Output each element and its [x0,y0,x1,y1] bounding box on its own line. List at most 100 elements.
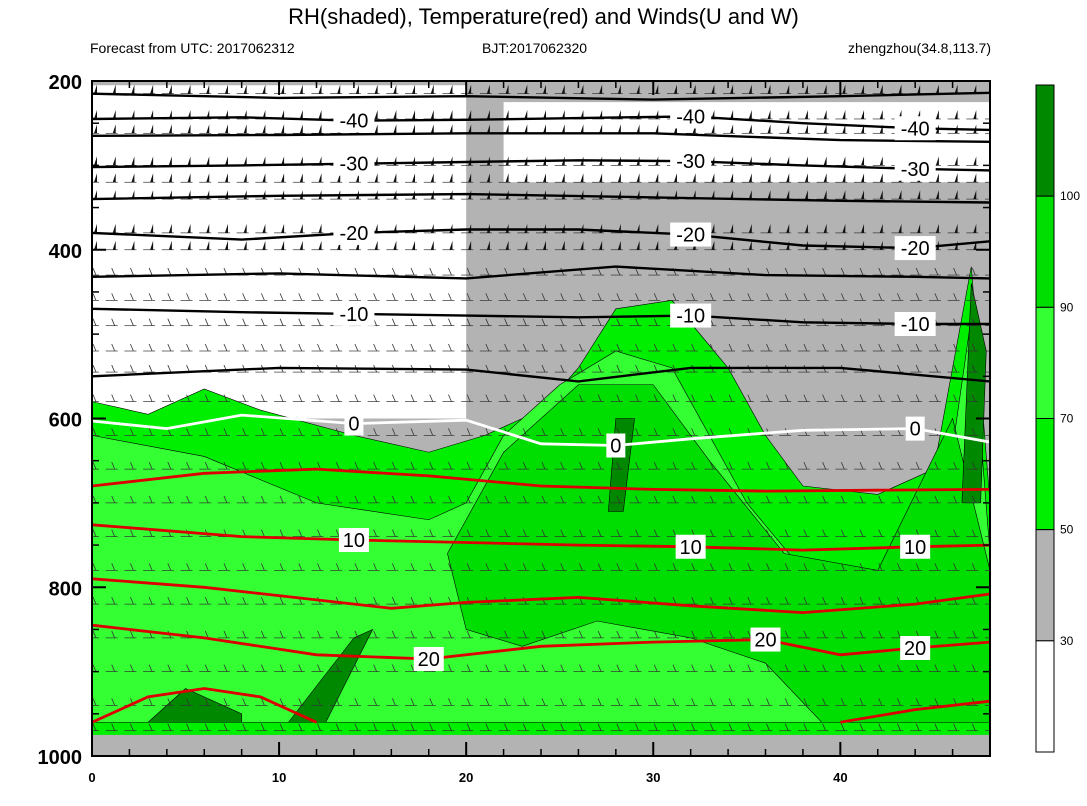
wind-tick [130,461,134,470]
wind-tick [448,394,452,402]
wind-tick [410,698,415,706]
wind-flag [337,84,341,94]
wind-flag [879,156,883,166]
wind-tick [242,495,247,504]
wind-tick [373,394,377,402]
wind-flag [879,173,883,183]
bjt-label: BJT:2017062320 [482,40,588,56]
wind-tick [579,630,583,639]
wind-flag [861,173,865,183]
wind-tick [747,563,752,571]
wind-tick [784,630,789,639]
wind-tick [747,596,752,605]
wind-tick [878,596,883,605]
wind-tick [466,529,471,537]
wind-tick [261,428,265,436]
wind-flag [224,223,228,233]
wind-tick [92,428,97,436]
contour-label-box [670,303,712,328]
wind-tick [953,563,957,571]
wind-flag [748,223,752,233]
wind-tick [298,318,303,326]
wind-tick [822,563,826,571]
wind-flag [823,173,827,183]
contour-label-box [344,411,364,436]
wind-tick [317,318,321,326]
wind-tick [991,395,994,402]
wind-tick [915,664,920,672]
wind-tick [560,563,565,571]
wind-tick [747,630,752,639]
wind-tick [373,698,377,706]
wind-tick [223,394,228,402]
wind-tick [167,563,172,571]
wind-tick [878,529,883,537]
wind-flag [767,124,771,134]
wind-tick [522,364,527,373]
wind-tick [391,529,396,537]
wind-tick [784,596,789,605]
wind-tick [991,724,994,731]
wind-flag [131,84,135,94]
wind-tick [504,563,508,571]
wind-tick [298,723,303,731]
wind-tick [635,563,639,571]
wind-tick [167,267,172,276]
wind-tick [111,596,116,605]
wind-tick [485,394,490,402]
y-tick-label: 400 [49,241,82,263]
wind-tick [448,461,452,470]
wind-tick [784,664,789,672]
x-tick-label: 40 [833,770,847,785]
wind-tick [616,461,621,470]
wind-flag [730,190,734,200]
wind-tick [560,293,565,301]
wind-tick [223,495,228,504]
wind-flag [804,156,808,166]
wind-tick [242,698,247,706]
wind-flag [823,124,827,134]
wind-flag [935,223,939,233]
wind-flag [430,240,434,250]
wind-tick [448,318,452,326]
wind-tick [167,495,172,504]
wind-flag [243,156,247,166]
wind-tick [279,318,284,326]
wind-tick [803,267,808,276]
wind-tick [130,394,134,402]
wind-tick [504,495,508,504]
wind-flag [374,124,378,134]
wind-tick [822,529,826,537]
wind-tick [186,698,190,706]
wind-flag [355,84,359,94]
contour-label-box [333,220,375,245]
wind-tick [672,723,677,731]
wind-tick [279,495,284,504]
wind-flag [804,109,808,119]
wind-tick [897,596,901,605]
wind-tick [991,631,994,638]
colorbar-segment [1035,529,1055,642]
wind-flag [505,240,509,250]
wind-tick [653,563,658,571]
wind-tick [298,343,303,352]
wind-tick [859,596,864,605]
wind-tick [953,495,957,504]
contour-label-box [670,104,712,129]
wind-tick [410,495,415,504]
contour-label: -30 [339,154,368,176]
wind-flag [804,223,808,233]
wind-tick [111,630,116,639]
wind-tick [335,630,340,639]
wind-flag [449,84,453,94]
wind-tick [653,394,658,402]
wind-flag [131,223,135,233]
wind-tick [410,630,415,639]
contour-label: -30 [901,159,930,181]
wind-flag [449,109,453,119]
wind-tick [822,267,826,276]
wind-flag [486,84,490,94]
wind-tick [616,343,621,352]
wind-tick [616,529,621,537]
wind-flag [954,173,958,183]
